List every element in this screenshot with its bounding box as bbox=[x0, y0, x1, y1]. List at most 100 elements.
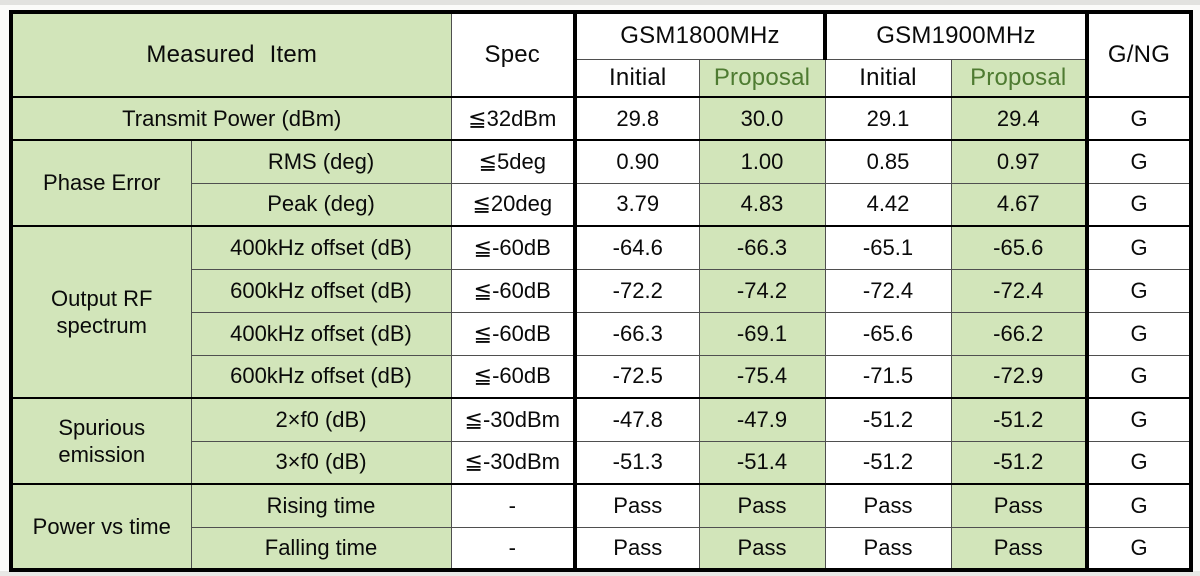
value-initial-gsm1800: 0.90 bbox=[574, 139, 700, 184]
value-proposal-gsm1800: -66.3 bbox=[698, 225, 826, 270]
value-proposal-gsm1900: 4.67 bbox=[950, 182, 1089, 227]
value-initial-gsm1900: -72.4 bbox=[824, 268, 952, 313]
value-initial-gsm1900: -51.2 bbox=[824, 440, 952, 485]
value-proposal-gsm1800: -47.9 bbox=[698, 397, 826, 442]
value-initial-gsm1800: -64.6 bbox=[574, 225, 700, 270]
spec-cell: ≦-30dBm bbox=[450, 397, 577, 442]
gng-cell: G bbox=[1086, 268, 1192, 313]
table-row: Peak (deg) ≦20deg 3.79 4.83 4.42 4.67 G bbox=[11, 182, 1192, 227]
value-initial-gsm1800: -51.3 bbox=[574, 440, 700, 485]
table-row: Phase Error RMS (deg) ≦5deg 0.90 1.00 0.85 0.9… bbox=[10, 139, 1192, 227]
spec-cell: ≦-60dB bbox=[450, 268, 577, 313]
table-row: Power vs time Rising time - Pass Pass Pass Pas… bbox=[10, 483, 1192, 571]
item-cell: 600kHz offset (dB) bbox=[190, 354, 452, 399]
table-row: 600kHz offset (dB) ≦-60dB -72.5 -75.4 -71.5-… bbox=[11, 354, 1192, 399]
value-initial-gsm1900: -71.5 bbox=[824, 354, 952, 399]
gng-cell: G bbox=[1086, 139, 1192, 184]
item-cell: Peak (deg) bbox=[190, 182, 452, 227]
value-proposal-gsm1800: -69.1 bbox=[698, 311, 826, 356]
value-initial-gsm1800: -72.5 bbox=[574, 354, 700, 399]
table-row: 3×f0 (dB) ≦-30dBm -51.3 -51.4 -51.2 -51.2 G bbox=[11, 440, 1192, 485]
value-proposal-gsm1900: -51.2 bbox=[950, 397, 1089, 442]
scan-edge-bottom bbox=[0, 571, 1200, 576]
gng-header: G/NG bbox=[1086, 11, 1192, 98]
value-initial-gsm1900: 29.1 bbox=[824, 96, 952, 141]
value-proposal-gsm1800: Pass bbox=[698, 483, 826, 528]
value-initial-gsm1800: 3.79 bbox=[574, 182, 700, 227]
spec-cell: - bbox=[450, 483, 577, 528]
item-cell: Falling time bbox=[190, 526, 452, 571]
value-initial-gsm1900: 0.85 bbox=[824, 139, 952, 184]
header-row-1: Measured Item Spec GSM1800MHz GSM1900MHz G/N… bbox=[10, 11, 1192, 98]
value-proposal-gsm1800: 4.83 bbox=[698, 182, 826, 227]
value-proposal-gsm1900: -72.9 bbox=[950, 354, 1089, 399]
value-proposal-gsm1900: -72.4 bbox=[950, 268, 1089, 313]
value-initial-gsm1900: -51.2 bbox=[824, 397, 952, 442]
gng-cell: G bbox=[1086, 526, 1192, 571]
initial-header-gsm1800: Initial bbox=[574, 58, 700, 98]
table-row: Output RF spectrum 400kHz offset (dB) ≦-60… bbox=[10, 225, 1192, 399]
table-body: Transmit Power (dBm) ≦32dBm 29.8 30.0 29.1 29… bbox=[10, 96, 1192, 571]
spec-cell: ≦-60dB bbox=[450, 225, 577, 270]
gng-cell: G bbox=[1086, 440, 1192, 485]
value-proposal-gsm1900: Pass bbox=[950, 526, 1089, 571]
spec-cell: ≦32dBm bbox=[450, 96, 577, 141]
gng-cell: G bbox=[1086, 483, 1192, 528]
spec-cell: ≦-60dB bbox=[450, 311, 577, 356]
proposal-header-gsm1900: Proposal bbox=[950, 58, 1089, 98]
group-cell: Phase Error bbox=[10, 139, 192, 227]
value-initial-gsm1800: -47.8 bbox=[574, 397, 700, 442]
group-cell: Spurious emission bbox=[10, 397, 192, 485]
spec-header: Spec bbox=[450, 11, 577, 98]
value-proposal-gsm1800: -74.2 bbox=[698, 268, 826, 313]
value-proposal-gsm1800: Pass bbox=[698, 526, 826, 571]
group-cell: Output RF spectrum bbox=[10, 225, 192, 399]
spec-cell: ≦5deg bbox=[450, 139, 577, 184]
table-row: 400kHz offset (dB) ≦-60dB -66.3 -69.1 -65.6-… bbox=[11, 311, 1192, 356]
proposal-header-gsm1800: Proposal bbox=[698, 58, 826, 98]
value-proposal-gsm1800: 1.00 bbox=[698, 139, 826, 184]
table-row: Spurious emission 2×f0 (dB) ≦-30dBm -47.8 -4… bbox=[10, 397, 1192, 485]
value-proposal-gsm1800: -75.4 bbox=[698, 354, 826, 399]
value-initial-gsm1800: Pass bbox=[574, 483, 700, 528]
table-header: Measured Item Spec GSM1800MHz GSM1900MHz G/N… bbox=[10, 11, 1192, 98]
value-initial-gsm1800: Pass bbox=[574, 526, 700, 571]
item-cell: 2×f0 (dB) bbox=[190, 397, 452, 442]
value-initial-gsm1900: Pass bbox=[824, 526, 952, 571]
group-cell: Transmit Power (dBm) bbox=[10, 96, 452, 141]
measured-item-header: Measured Item bbox=[10, 11, 452, 98]
value-initial-gsm1900: 4.42 bbox=[824, 182, 952, 227]
value-proposal-gsm1900: -51.2 bbox=[950, 440, 1089, 485]
value-proposal-gsm1800: 30.0 bbox=[698, 96, 826, 141]
table-row: Transmit Power (dBm) ≦32dBm 29.8 30.0 29.1 29… bbox=[10, 96, 1192, 141]
band-header-gsm1900: GSM1900MHz bbox=[824, 11, 1089, 60]
item-cell: 3×f0 (dB) bbox=[190, 440, 452, 485]
value-initial-gsm1800: 29.8 bbox=[574, 96, 700, 141]
spec-cell: ≦20deg bbox=[450, 182, 577, 227]
spec-cell: - bbox=[450, 526, 577, 571]
scan-edge-top bbox=[0, 0, 1200, 5]
gng-cell: G bbox=[1086, 397, 1192, 442]
item-cell: RMS (deg) bbox=[190, 139, 452, 184]
value-initial-gsm1900: Pass bbox=[824, 483, 952, 528]
item-cell: 400kHz offset (dB) bbox=[190, 225, 452, 270]
item-cell: Rising time bbox=[190, 483, 452, 528]
gng-cell: G bbox=[1086, 96, 1192, 141]
value-proposal-gsm1900: 0.97 bbox=[950, 139, 1089, 184]
value-initial-gsm1800: -72.2 bbox=[574, 268, 700, 313]
gng-cell: G bbox=[1086, 225, 1192, 270]
item-cell: 600kHz offset (dB) bbox=[190, 268, 452, 313]
report-table: Measured Item Spec GSM1800MHz GSM1900MHz G/N… bbox=[9, 10, 1193, 572]
value-initial-gsm1900: -65.6 bbox=[824, 311, 952, 356]
value-proposal-gsm1900: -65.6 bbox=[950, 225, 1089, 270]
value-initial-gsm1800: -66.3 bbox=[574, 311, 700, 356]
value-proposal-gsm1900: Pass bbox=[950, 483, 1089, 528]
table-row: 600kHz offset (dB) ≦-60dB -72.2 -74.2 -72.4-… bbox=[11, 268, 1192, 313]
gng-cell: G bbox=[1086, 182, 1192, 227]
spec-cell: ≦-60dB bbox=[450, 354, 577, 399]
band-header-gsm1800: GSM1800MHz bbox=[574, 11, 827, 60]
spec-cell: ≦-30dBm bbox=[450, 440, 577, 485]
gng-cell: G bbox=[1086, 354, 1192, 399]
gng-cell: G bbox=[1086, 311, 1192, 356]
